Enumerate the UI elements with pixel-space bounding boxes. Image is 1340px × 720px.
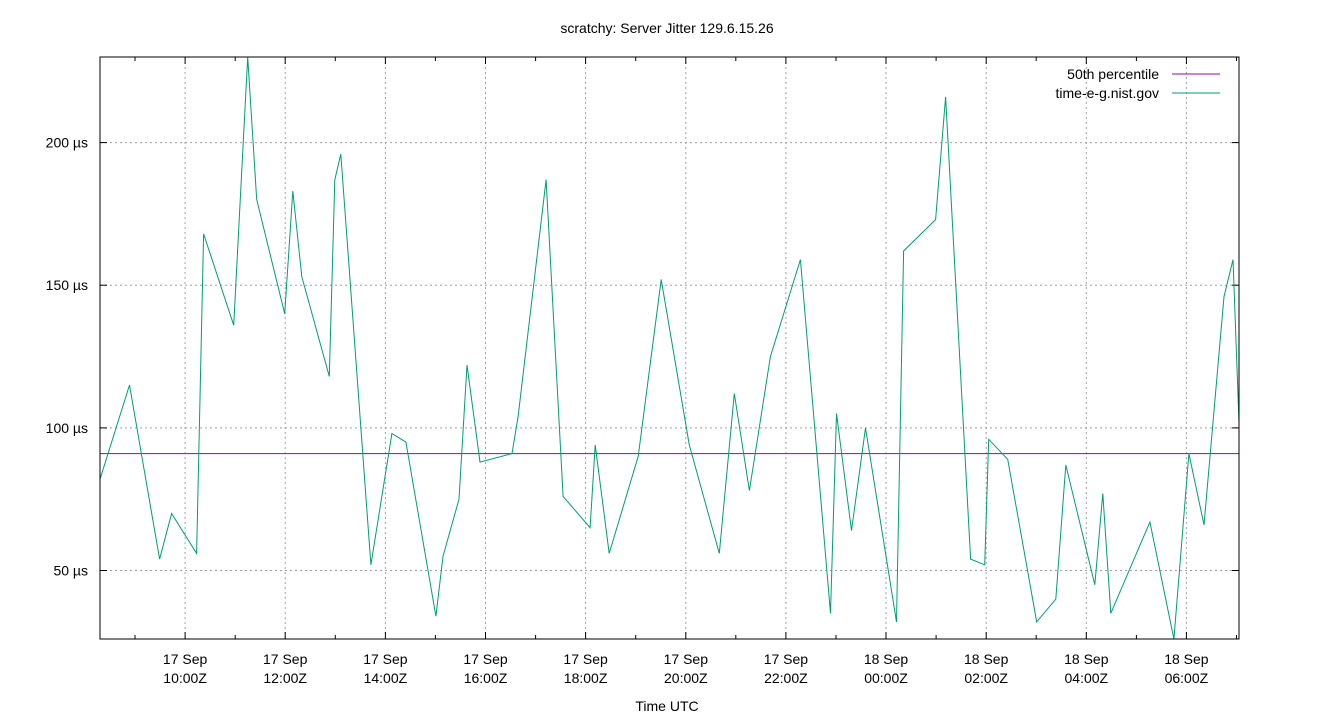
y-tick-label: 100 µs	[46, 420, 88, 436]
legend: 50th percentile time-e-g.nist.gov	[1056, 66, 1220, 101]
x-tick-date-label: 17 Sep	[764, 651, 809, 667]
legend-label: time-e-g.nist.gov	[1056, 85, 1159, 101]
x-tick-time-label: 18:00Z	[564, 670, 608, 686]
x-tick-date-label: 18 Sep	[1064, 651, 1109, 667]
x-axis: 17 Sep 10:00Z 17 Sep 12:00Z 17 Sep 14:00Z 17 S…	[134, 57, 1237, 686]
x-tick-date-label: 18 Sep	[864, 651, 909, 667]
x-axis-label: Time UTC	[635, 698, 698, 714]
x-tick-time-label: 06:00Z	[1165, 670, 1209, 686]
x-tick-time-label: 10:00Z	[163, 670, 207, 686]
x-tick-time-label: 04:00Z	[1065, 670, 1109, 686]
x-tick-date-label: 17 Sep	[363, 651, 408, 667]
y-tick-label: 150 µs	[46, 277, 88, 293]
y-tick-label: 200 µs	[46, 135, 88, 151]
x-tick-date-label: 17 Sep	[263, 651, 308, 667]
legend-label: 50th percentile	[1067, 66, 1159, 82]
plot-series	[99, 56, 1240, 640]
x-tick-date-label: 18 Sep	[1164, 651, 1209, 667]
grid-lines	[100, 57, 1239, 639]
x-tick-date-label: 17 Sep	[563, 651, 608, 667]
x-tick-date-label: 17 Sep	[463, 651, 508, 667]
x-tick-date-label: 18 Sep	[964, 651, 1009, 667]
x-tick-time-label: 12:00Z	[263, 670, 307, 686]
x-tick-time-label: 02:00Z	[964, 670, 1008, 686]
y-axis: 50 µs 100 µs 150 µs 200 µs	[46, 135, 1239, 579]
plot-frame	[99, 56, 1240, 640]
x-tick-date-label: 17 Sep	[664, 651, 709, 667]
x-tick-date-label: 17 Sep	[163, 651, 208, 667]
chart-title: scratchy: Server Jitter 129.6.15.26	[560, 20, 773, 36]
x-tick-time-label: 16:00Z	[464, 670, 508, 686]
x-tick-time-label: 20:00Z	[664, 670, 708, 686]
x-tick-time-label: 22:00Z	[764, 670, 808, 686]
series-line-1	[99, 56, 1240, 640]
x-tick-time-label: 00:00Z	[864, 670, 908, 686]
x-tick-time-label: 14:00Z	[364, 670, 408, 686]
y-tick-label: 50 µs	[53, 563, 88, 579]
